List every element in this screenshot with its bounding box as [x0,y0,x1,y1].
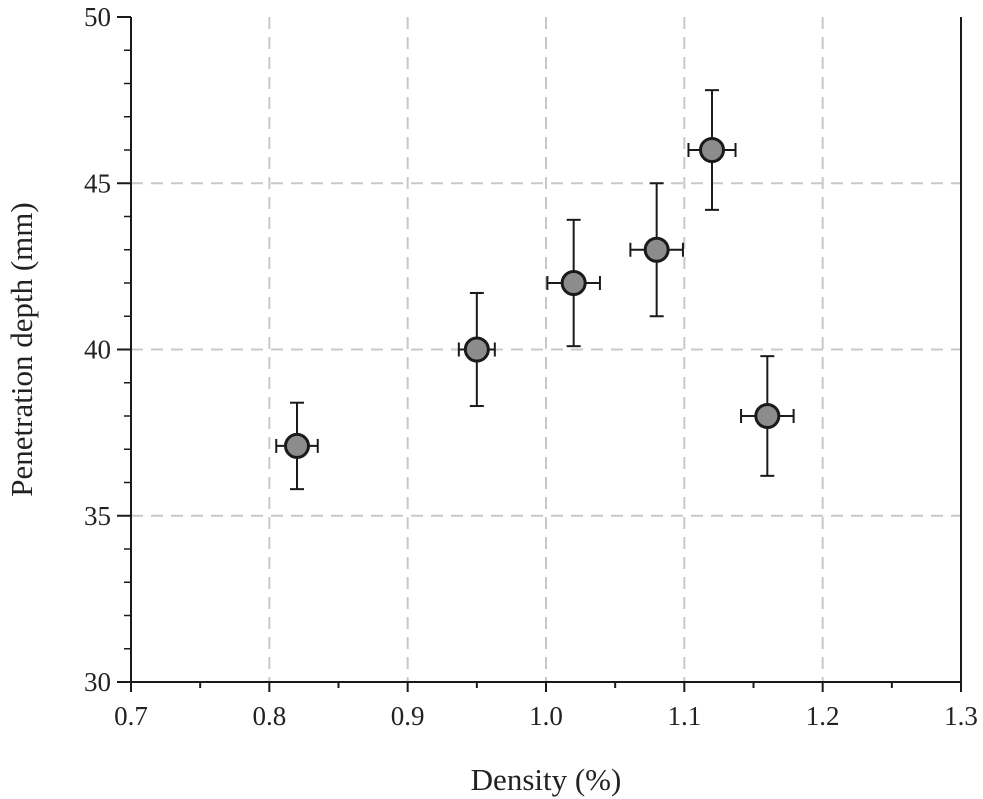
x-tick-label: 1.3 [944,701,978,731]
point-marker [643,236,670,263]
y-tick-label: 40 [84,335,111,365]
data-point [687,89,737,211]
point-marker [560,270,587,296]
y-tick-label: 45 [84,168,111,198]
y-tick-label: 50 [84,2,111,32]
grid [131,17,961,682]
x-tick-label: 1.0 [529,701,563,731]
data-point [275,401,319,491]
data-points [275,89,795,491]
x-tick-label: 0.8 [252,701,286,731]
data-point [546,218,601,348]
y-tick-label: 30 [84,667,111,697]
point-marker [284,432,310,459]
x-axis-title: Density (%) [471,762,622,797]
data-point [629,182,684,318]
x-tick-label: 1.1 [667,701,701,731]
x-tick-label: 0.7 [114,701,148,731]
data-point [457,291,496,408]
y-axis-title: Penetration depth (mm) [4,202,39,496]
y-tick-label: 35 [84,501,111,531]
x-tick-label: 1.2 [806,701,840,731]
point-marker [463,336,490,363]
point-marker [699,137,725,163]
x-tick-label: 0.9 [391,701,425,731]
point-marker [754,403,781,429]
axes: 0.7 0.8 0.9 1.0 1.1 1.2 1.3 30 35 40 45 50 [84,2,978,731]
data-point [740,355,795,477]
